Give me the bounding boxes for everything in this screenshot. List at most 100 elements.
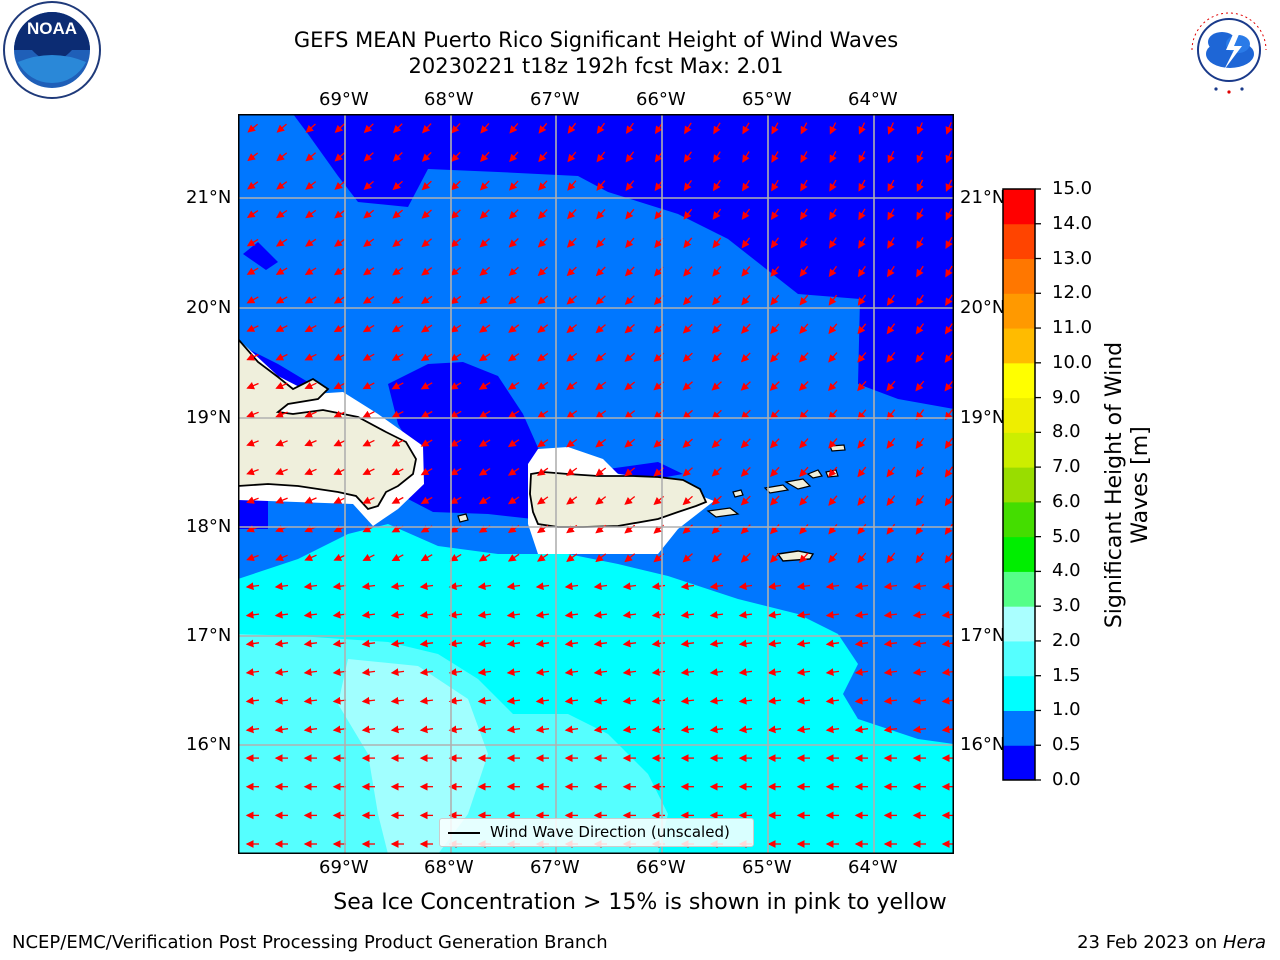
wave-direction-arrow <box>420 353 433 361</box>
wave-direction-arrow <box>448 668 463 676</box>
wave-direction-arrow <box>333 382 346 390</box>
wave-direction-arrow <box>767 668 782 676</box>
wave-direction-arrow <box>829 122 837 135</box>
wave-direction-arrow <box>857 265 866 278</box>
lat-label-right: 21°N <box>960 187 1006 208</box>
wave-direction-arrow <box>624 467 636 477</box>
wave-direction-arrow <box>333 467 346 475</box>
wave-direction-arrow <box>363 238 375 247</box>
colorbar-segment <box>1003 362 1035 399</box>
wave-direction-arrow <box>651 668 666 676</box>
wave-direction-arrow <box>770 237 780 249</box>
wave-band-0.0-0.5-sw <box>238 499 268 529</box>
colorbar-tick-label: 14.0 <box>1052 212 1093 234</box>
wave-direction-arrow <box>245 610 260 619</box>
wave-direction-arrow <box>915 323 925 335</box>
wave-direction-arrow <box>477 610 492 619</box>
wave-direction-arrow <box>508 209 519 220</box>
wave-direction-arrow <box>625 151 635 163</box>
wave-direction-arrow <box>362 353 375 361</box>
wave-direction-arrow <box>828 523 838 535</box>
wave-direction-arrow <box>713 151 721 163</box>
wave-direction-arrow <box>362 439 375 447</box>
wave-direction-arrow <box>450 295 462 305</box>
wave-direction-arrow <box>825 696 840 705</box>
wave-direction-arrow <box>535 582 550 591</box>
wave-direction-arrow <box>683 151 692 163</box>
colorbar <box>1002 188 1042 785</box>
wave-direction-arrow <box>449 439 462 447</box>
wave-direction-arrow <box>595 467 607 477</box>
wave-direction-arrow <box>886 351 896 363</box>
lon-label-bottom: 66°W <box>636 857 686 878</box>
wave-direction-arrow <box>333 439 346 447</box>
colorbar-segment <box>1003 710 1035 746</box>
wave-direction-arrow <box>477 582 492 591</box>
wave-direction-arrow <box>477 668 492 676</box>
wave-direction-arrow <box>709 725 724 734</box>
wave-direction-arrow <box>915 552 925 564</box>
wave-direction-arrow <box>276 209 288 219</box>
colorbar-segment <box>1003 328 1035 364</box>
wave-direction-arrow <box>857 380 867 392</box>
wave-direction-arrow <box>799 294 809 306</box>
wave-direction-arrow <box>915 380 925 392</box>
lon-label-bottom: 68°W <box>424 857 474 878</box>
wave-direction-arrow <box>508 238 519 248</box>
wave-direction-arrow <box>595 553 607 563</box>
wave-direction-arrow <box>945 208 953 221</box>
wave-direction-arrow <box>857 294 867 306</box>
wave-direction-arrow <box>567 151 577 163</box>
wave-direction-arrow <box>711 438 722 449</box>
wave-direction-arrow <box>915 523 925 535</box>
wave-direction-arrow <box>392 267 404 276</box>
wave-direction-arrow <box>886 466 896 478</box>
wave-direction-arrow <box>304 324 317 333</box>
wave-direction-arrow <box>712 294 722 306</box>
wave-direction-arrow <box>886 437 896 449</box>
wave-direction-arrow <box>741 208 751 220</box>
colorbar-segment <box>1003 571 1035 607</box>
lat-label-right: 16°N <box>960 734 1006 755</box>
wave-direction-arrow <box>305 123 316 133</box>
colorbar-segment <box>1003 745 1035 781</box>
wave-direction-arrow <box>858 208 866 221</box>
wave-direction-arrow <box>564 639 579 648</box>
wave-direction-arrow <box>651 696 666 705</box>
wave-direction-arrow <box>420 496 433 504</box>
wave-direction-arrow <box>683 180 693 192</box>
wave-direction-arrow <box>537 553 549 562</box>
wave-direction-arrow <box>246 496 259 504</box>
wave-direction-arrow <box>304 467 317 476</box>
wave-direction-arrow <box>767 696 782 705</box>
wave-direction-arrow <box>509 151 519 163</box>
wave-direction-arrow <box>886 380 896 392</box>
wave-direction-arrow <box>564 696 579 705</box>
wave-direction-arrow <box>858 179 866 192</box>
wave-direction-arrow <box>362 382 375 390</box>
wave-direction-arrow <box>275 410 288 418</box>
wave-direction-arrow <box>334 238 346 247</box>
wave-direction-arrow <box>305 181 317 190</box>
wave-direction-arrow <box>622 639 637 648</box>
wave-direction-arrow <box>506 639 521 648</box>
wave-direction-arrow <box>506 696 521 705</box>
wave-direction-arrow <box>566 438 578 448</box>
wave-direction-arrow <box>361 668 376 676</box>
wave-direction-arrow <box>477 725 492 734</box>
wave-direction-arrow <box>421 151 432 162</box>
wave-direction-arrow <box>738 668 753 676</box>
wave-direction-arrow <box>796 582 811 591</box>
wave-direction-arrow <box>595 295 606 305</box>
colorbar-segment <box>1003 640 1035 677</box>
wave-direction-arrow <box>276 181 288 190</box>
wave-direction-arrow <box>829 150 837 164</box>
wave-direction-arrow <box>651 639 666 648</box>
wave-direction-arrow <box>333 267 346 276</box>
wave-direction-arrow <box>945 122 953 135</box>
wave-direction-arrow <box>478 553 491 562</box>
wave-direction-arrow <box>741 323 751 334</box>
wave-direction-arrow <box>246 553 259 562</box>
wave-direction-arrow <box>887 122 895 135</box>
wave-direction-arrow <box>915 352 925 363</box>
